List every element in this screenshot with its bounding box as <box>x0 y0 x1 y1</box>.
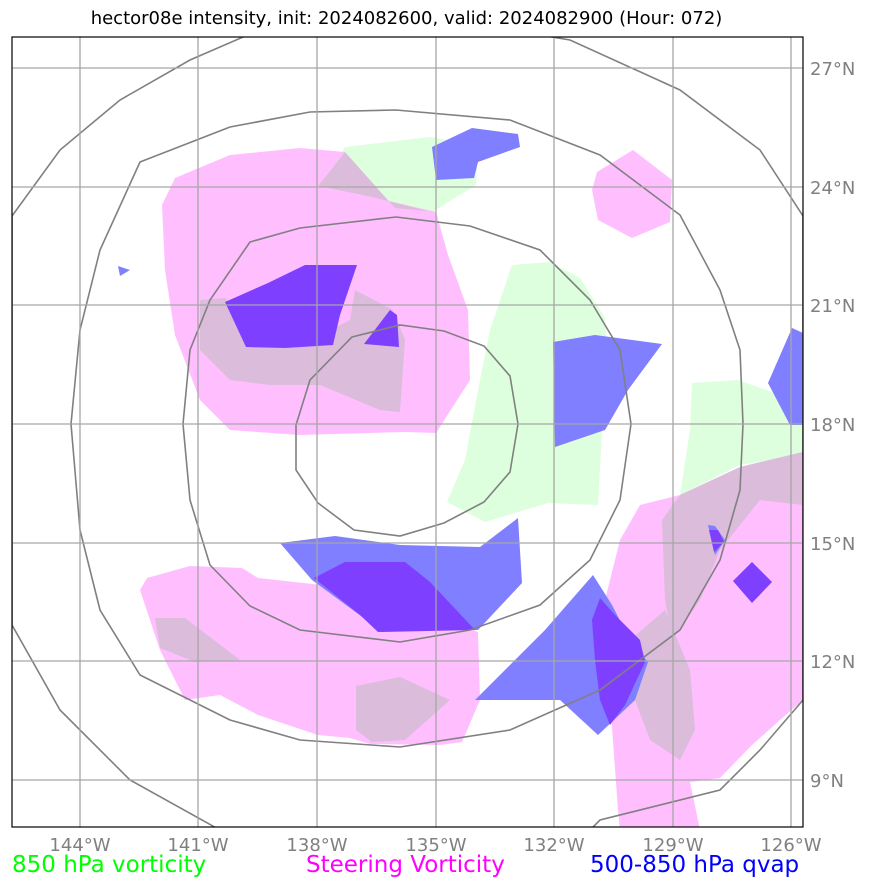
lat-tick-label: 15°N <box>810 534 855 555</box>
lon-tick-label: 129°W <box>642 835 703 856</box>
lon-tick-label: 126°W <box>760 835 821 856</box>
lon-tick-label: 135°W <box>405 835 466 856</box>
qvap-strong-areas <box>225 265 772 725</box>
lat-tick-label: 9°N <box>810 771 844 792</box>
lon-tick-labels: 144°W 141°W 138°W 135°W 132°W 129°W 126°… <box>49 835 821 856</box>
lon-tick-label: 144°W <box>49 835 110 856</box>
lat-tick-labels: 27°N 24°N 21°N 18°N 15°N 12°N 9°N <box>810 59 855 792</box>
legend-qvap: 500-850 hPa qvap <box>590 852 800 878</box>
lon-tick-label: 141°W <box>167 835 228 856</box>
lon-tick-label: 132°W <box>523 835 584 856</box>
lat-tick-label: 21°N <box>810 296 855 317</box>
lat-tick-label: 18°N <box>810 415 855 436</box>
lon-tick-label: 138°W <box>286 835 347 856</box>
gridlines <box>12 37 803 827</box>
legend-850-vorticity: 850 hPa vorticity <box>12 852 207 878</box>
legend-steering-vorticity: Steering Vorticity <box>306 852 505 878</box>
overlap-areas <box>155 152 803 760</box>
lat-tick-label: 24°N <box>810 178 855 199</box>
lat-tick-label: 27°N <box>810 59 855 80</box>
map-title: hector08e intensity, init: 2024082600, v… <box>90 8 723 29</box>
plot-frame <box>11 36 804 828</box>
lat-tick-label: 12°N <box>810 652 855 673</box>
